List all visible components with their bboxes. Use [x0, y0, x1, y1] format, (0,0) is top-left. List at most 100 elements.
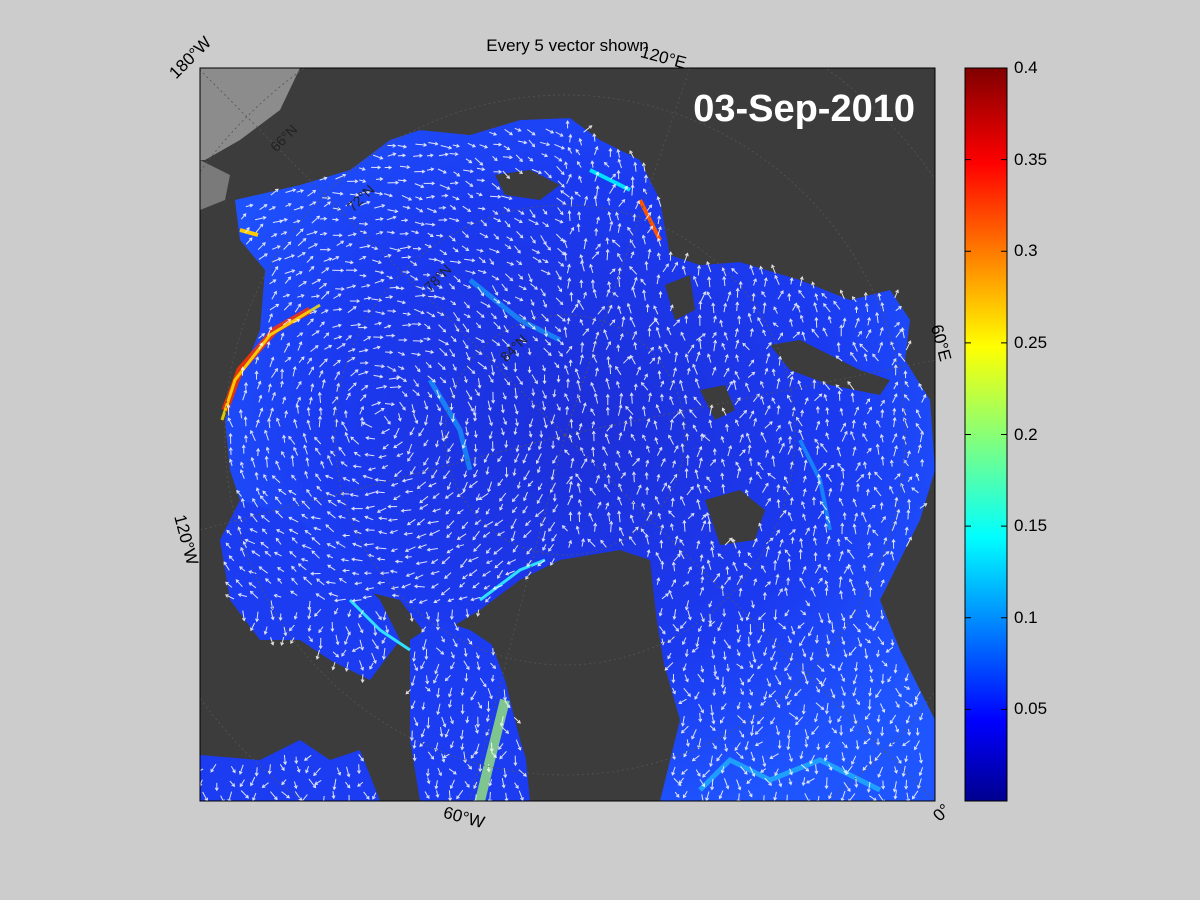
drift-vector-head: [336, 371, 340, 375]
drift-vector-head: [335, 256, 340, 260]
drift-vector-head: [267, 770, 272, 775]
drift-vector: [445, 728, 450, 738]
drift-vector: [230, 766, 236, 773]
drift-vector-head: [789, 657, 794, 662]
drift-vector-head: [762, 329, 766, 334]
drift-vector-head: [418, 432, 422, 437]
drift-vector: [327, 455, 333, 466]
drift-vector-head: [616, 344, 621, 349]
drift-vector-head: [704, 485, 708, 490]
drift-vector-head: [423, 442, 428, 447]
drift-vector: [332, 192, 343, 195]
drift-vector-head: [436, 694, 441, 699]
drift-vector: [776, 378, 780, 389]
drift-vector-head: [618, 404, 623, 409]
drift-vector: [628, 450, 633, 458]
drift-vector-head: [503, 421, 507, 426]
drift-vector: [472, 530, 480, 540]
drift-vector: [476, 249, 484, 252]
drift-vector-head: [237, 593, 242, 597]
drift-vector: [289, 529, 299, 535]
drift-vector: [757, 663, 763, 669]
drift-vector: [344, 261, 353, 264]
drift-vector: [296, 381, 302, 390]
drift-vector: [747, 790, 753, 797]
drift-vector: [566, 476, 573, 485]
drift-vector: [404, 532, 413, 535]
drift-vector-head: [317, 415, 322, 420]
drift-vector-head: [417, 352, 422, 357]
drift-vector: [445, 492, 454, 499]
drift-vector: [268, 384, 271, 393]
drift-vector: [407, 443, 413, 455]
drift-vector-head: [650, 346, 655, 351]
drift-vector: [345, 410, 347, 418]
drift-vector-head: [867, 706, 872, 711]
drift-vector: [879, 703, 885, 713]
drift-vector-head: [595, 171, 600, 176]
drift-vector: [398, 413, 401, 421]
drift-vector-head: [577, 211, 582, 216]
drift-vector: [831, 727, 837, 734]
drift-vector: [569, 134, 572, 143]
drift-vector: [514, 427, 517, 435]
drift-vector: [402, 324, 411, 326]
drift-vector: [803, 476, 806, 483]
drift-vector-head: [402, 300, 407, 305]
drift-vector: [872, 353, 879, 362]
drift-vector: [492, 156, 498, 161]
drift-vector: [332, 436, 334, 443]
drift-vector-head: [387, 518, 392, 523]
drift-vector: [477, 269, 487, 274]
drift-vector: [770, 650, 776, 661]
drift-vector: [487, 688, 493, 699]
drift-vector-head: [787, 394, 791, 399]
drift-vector: [352, 572, 360, 575]
drift-vector: [441, 716, 446, 727]
drift-vector: [490, 351, 496, 363]
drift-vector: [917, 778, 922, 789]
drift-vector-head: [772, 322, 777, 327]
drift-vector-head: [625, 405, 629, 410]
drift-vector-head: [803, 459, 808, 464]
drift-vector-head: [629, 150, 633, 155]
drift-vector: [431, 558, 439, 564]
drift-vector: [830, 688, 835, 698]
drift-vector-head: [334, 610, 338, 615]
drift-vector: [905, 673, 909, 681]
drift-vector: [822, 327, 828, 337]
drift-vector-head: [352, 382, 357, 387]
drift-vector: [552, 455, 558, 464]
drift-vector: [530, 235, 536, 244]
drift-vector: [854, 318, 860, 328]
drift-vector-head: [385, 629, 390, 634]
drift-vector-head: [820, 706, 825, 711]
drift-vector: [760, 700, 766, 706]
drift-vector-head: [306, 488, 310, 493]
drift-vector: [315, 473, 322, 482]
drift-vector-head: [283, 761, 288, 766]
drift-vector: [519, 323, 525, 329]
drift-vector-head: [711, 655, 716, 660]
drift-vector: [473, 405, 477, 416]
drift-vector: [797, 622, 805, 629]
drift-vector: [657, 216, 660, 224]
drift-vector: [425, 686, 431, 692]
drift-vector-head: [515, 353, 520, 358]
drift-vector-head: [833, 729, 838, 734]
drift-vector: [268, 418, 271, 428]
drift-vector-head: [287, 203, 292, 207]
drift-vector: [654, 317, 660, 326]
drift-vector-head: [749, 664, 754, 669]
drift-vector: [465, 158, 472, 164]
drift-streak-baffin: [475, 698, 510, 801]
drift-vector: [786, 371, 794, 379]
drift-vector-head: [879, 501, 884, 506]
drift-vector: [467, 222, 474, 224]
drift-vector: [723, 639, 731, 649]
drift-vector: [309, 201, 316, 206]
drift-vector-head: [332, 406, 337, 411]
drift-vector-head: [562, 318, 566, 322]
drift-vector-head: [863, 421, 868, 426]
drift-vector-head: [641, 162, 646, 167]
